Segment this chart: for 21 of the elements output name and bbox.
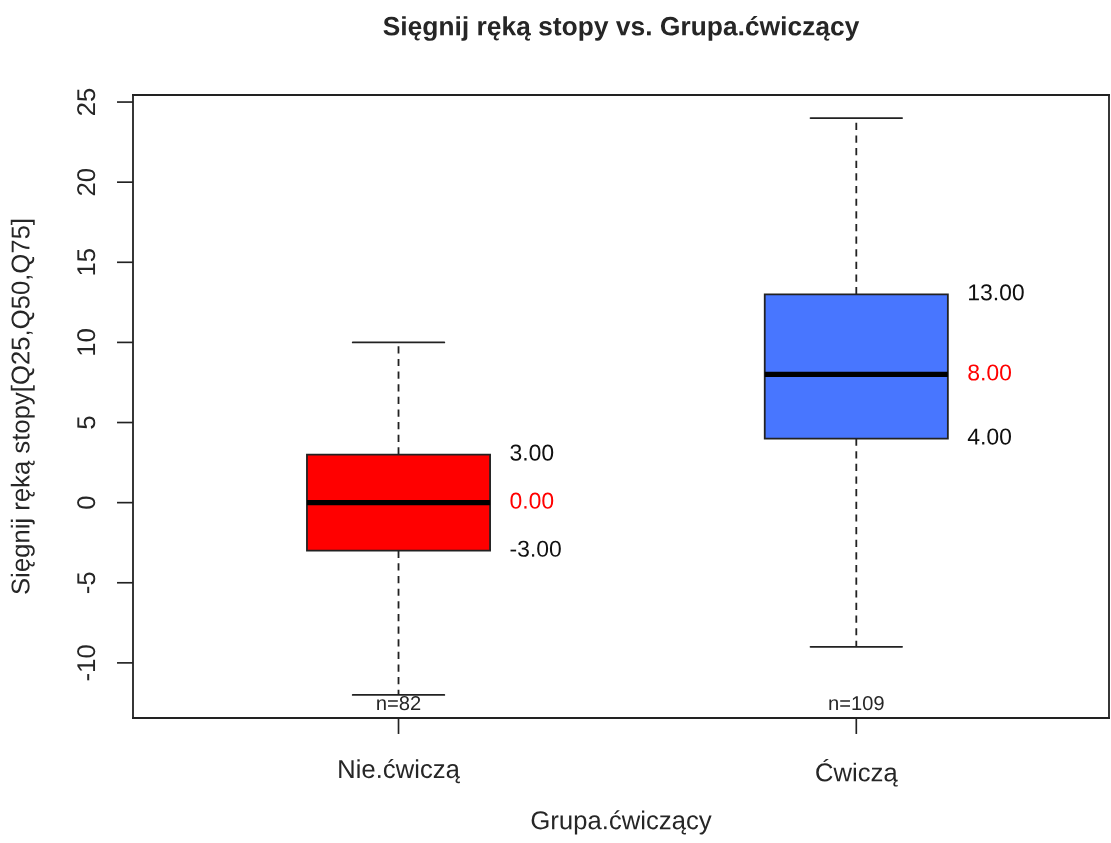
y-tick-label: 10	[77, 329, 96, 355]
annotation: 4.00	[967, 428, 1012, 445]
annotation: n=82	[377, 696, 421, 711]
annotation: 13.00	[969, 284, 1024, 301]
annotation: 3.00	[510, 444, 554, 461]
y-tick-label: -10	[77, 645, 96, 681]
y-tick-label: 0	[77, 496, 96, 509]
annotation: -3.00	[510, 540, 561, 557]
annotation: 8.00	[968, 364, 1012, 381]
annotation: 0.00	[510, 492, 554, 509]
y-tick-label: 20	[77, 168, 96, 196]
y-tick-label: 25	[77, 88, 96, 116]
x-axis-title: Grupa.ćwiczący	[531, 810, 712, 835]
y-axis-title: Sięgnij ręką stopy[Q25,Q50,Q75]	[10, 219, 35, 594]
x-tick-label: Nie.ćwiczą	[339, 758, 460, 784]
y-tick-label: -5	[77, 572, 96, 594]
chart-title: Sięgnij ręką stopy vs. Grupa.ćwiczący	[383, 15, 860, 41]
annotation: n=109	[829, 696, 884, 711]
y-tick-label: 15	[77, 249, 96, 275]
y-tick-label: 5	[77, 416, 96, 429]
x-tick-label: Ćwiczą	[816, 758, 898, 787]
